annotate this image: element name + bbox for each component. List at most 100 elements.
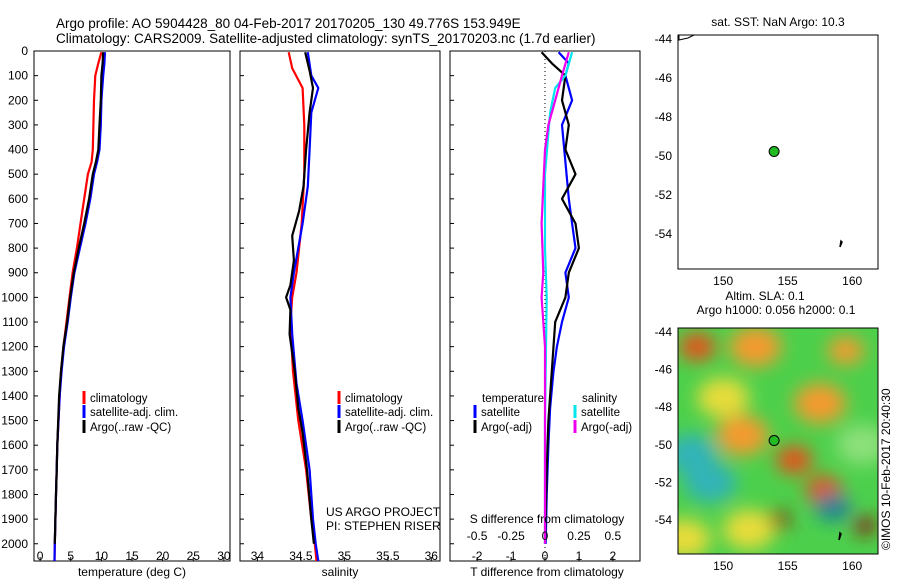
s-diff-tick-label: 0.25 [567, 529, 591, 543]
salinity-profile-lines [285, 51, 320, 561]
temperature-profile-lines [53, 51, 107, 561]
sla-anomaly-blob [827, 336, 864, 365]
series-line-argo-raw-qc- [285, 51, 315, 544]
sla-anomaly-blob [716, 415, 769, 456]
depth-tick-label: 200 [8, 93, 28, 107]
series-line-argo-raw-qc- [53, 52, 105, 544]
depth-tick-label: 300 [8, 118, 28, 132]
legend-label-argo: Argo(..raw -QC) [345, 422, 426, 434]
map-lon-tick-label: 150 [713, 274, 733, 288]
sst-map-title: sat. SST: NaN Argo: 10.3 [711, 15, 845, 29]
depth-tick-label: 1900 [1, 512, 28, 526]
legend-label-argo: Argo(..raw -QC) [90, 422, 171, 434]
sst-map-content [678, 35, 843, 248]
series-line-temperature-satellite [544, 51, 577, 544]
map-lon-tick-label: 160 [842, 274, 862, 288]
sla-anomaly-blob [722, 509, 775, 550]
argo-float-marker [768, 435, 780, 447]
sla-map-frame [677, 327, 879, 555]
depth-tick-label: 800 [8, 241, 28, 255]
sla-anomaly-blob [679, 332, 716, 361]
sla-anomaly-blob [684, 462, 737, 503]
t-difference-axis-label: T difference from climatology [470, 565, 624, 579]
temperature-legend: climatology satellite-adj. clim. Argo(..… [82, 391, 178, 434]
x-tick-label: 35 [338, 549, 352, 563]
map-lon-tick-label: 160 [842, 559, 862, 573]
x-tick-label: 35.5 [376, 549, 400, 563]
depth-tick-label: 1800 [1, 487, 28, 501]
imos-timestamp: ©IMOS 10-Feb-2017 20:40:30 [879, 388, 893, 550]
temperature-panel-frame [33, 50, 231, 562]
x-tick-label: 36 [425, 549, 439, 563]
map-lat-tick-label: -48 [655, 400, 673, 414]
legend-label-satellite: satellite-adj. clim. [345, 407, 433, 419]
depth-tick-label: 100 [8, 69, 28, 83]
depth-tick-label: 500 [8, 167, 28, 181]
salinity-legend: climatology satellite-adj. clim. Argo(..… [337, 391, 433, 434]
salinity-panel-frame [239, 50, 441, 562]
depth-tick-label: 1300 [1, 364, 28, 378]
pi-credit: PI: STEPHEN RISER [326, 519, 441, 533]
legend-label-temp-argo: Argo(-adj) [481, 422, 532, 434]
legend-label-satellite: satellite-adj. clim. [90, 407, 178, 419]
sla-anomaly-blob [814, 492, 852, 521]
s-diff-tick-label: -0.25 [497, 529, 525, 543]
s-difference-axis-label: S difference from climatology [470, 512, 625, 526]
sla-anomaly-blob [793, 383, 846, 424]
map-lat-tick-label: -46 [655, 362, 673, 376]
coastline-tasmania [678, 35, 695, 41]
map-lat-tick-label: -48 [655, 110, 673, 124]
series-line-temperature-argo-adj- [540, 51, 580, 544]
legend-label-climatology: climatology [345, 393, 403, 405]
map-lat-tick-label: -52 [655, 188, 673, 202]
x-tick-label: 15 [125, 549, 139, 563]
macquarie-island [838, 531, 842, 541]
x-tick-label: 5 [67, 549, 74, 563]
series-line-salinity-argo-adj- [540, 51, 570, 544]
x-tick-label: 34 [251, 549, 265, 563]
sla-map-subtitle: Argo h1000: 0.056 h2000: 0.1 [697, 303, 856, 317]
depth-tick-label: 1100 [2, 315, 28, 329]
s-diff-tick-label: 0.5 [605, 529, 622, 543]
difference-legend: temperature salinity satellite Argo(-adj… [473, 393, 632, 434]
x-tick-label: -1 [506, 549, 517, 563]
map-lat-tick-label: -52 [655, 475, 673, 489]
map-lat-tick-label: -44 [655, 32, 673, 46]
x-tick-label: 25 [187, 549, 201, 563]
legend-label-sal-satellite: satellite [581, 407, 620, 419]
x-tick-label: 2 [610, 549, 617, 563]
x-tick-label: 10 [95, 549, 109, 563]
sla-anomaly-blob [697, 377, 750, 418]
temperature-axis-label: temperature (deg C) [78, 565, 186, 579]
salinity-axis-label: salinity [322, 565, 359, 579]
legend-label-climatology: climatology [90, 393, 148, 405]
depth-tick-label: 600 [8, 192, 28, 206]
x-tick-label: 20 [156, 549, 170, 563]
argo-float-marker [768, 146, 780, 158]
map-lat-tick-label: -44 [655, 325, 673, 339]
legend-label-sal-argo: Argo(-adj) [581, 422, 632, 434]
figure-title-line2: Climatology: CARS2009. Satellite-adjuste… [56, 31, 596, 46]
map-lat-tick-label: -50 [655, 149, 673, 163]
depth-tick-label: 1600 [1, 438, 28, 452]
map-lat-tick-label: -54 [655, 227, 673, 241]
x-tick-label: 0 [37, 549, 44, 563]
x-tick-label: 1 [576, 549, 583, 563]
map-lon-tick-label: 155 [778, 274, 798, 288]
legend-title-salinity: salinity [582, 393, 617, 405]
depth-tick-label: 1400 [1, 389, 28, 403]
x-tick-label: 30 [217, 549, 231, 563]
series-line-satellite-adj-clim- [53, 52, 107, 561]
series-line-climatology [53, 51, 103, 561]
axis-ticks: 0 5 10 15 20 25 30 34 34.5 35 35.5 36 -2 -1 0 1 2 -0.5 -0.… [1, 44, 621, 563]
x-tick-label: 34.5 [289, 549, 313, 563]
depth-tick-label: 0 [21, 44, 28, 58]
depth-tick-label: 1000 [1, 290, 28, 304]
s-diff-tick-label: -0.5 [467, 529, 488, 543]
sla-heatmap-blobs [678, 328, 878, 554]
macquarie-island [839, 239, 843, 248]
x-tick-label: 0 [542, 549, 549, 563]
figure-title-line1: Argo profile: AO 5904428_80 04-Feb-2017 … [56, 16, 521, 31]
x-tick-label: -2 [472, 549, 483, 563]
